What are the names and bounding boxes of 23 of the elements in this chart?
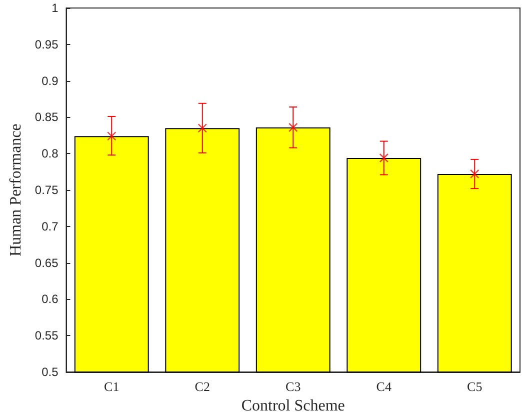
y-tick-label: 0.5 (42, 365, 59, 379)
y-tick-label: 0.9 (42, 74, 59, 88)
y-axis-title: Human Performance (8, 124, 24, 256)
point (288, 122, 298, 132)
x-tick-label: C4 (376, 379, 392, 394)
y-tick-label: 0.85 (34, 110, 59, 124)
y-tick-label: 0.95 (34, 37, 59, 52)
point (379, 153, 388, 163)
y-tick-label: 0.8 (42, 146, 59, 161)
x-tick-label: C3 (286, 379, 301, 394)
point (107, 132, 116, 141)
x-tick-label: C5 (467, 379, 482, 394)
y-tick-label: 1 (52, 1, 59, 15)
x-axis-title: Control Scheme (241, 397, 345, 414)
y-tick-label: 0.75 (34, 183, 59, 197)
point (198, 124, 207, 133)
y-tick-label: 0.6 (42, 292, 59, 306)
y-tick-label: 0.55 (34, 328, 59, 343)
y-tick-label: 0.7 (42, 219, 59, 234)
y-tick-label: 0.65 (34, 256, 59, 270)
point (470, 169, 480, 179)
x-tick-label: C1 (104, 379, 120, 394)
x-tick-label: C2 (194, 379, 210, 394)
